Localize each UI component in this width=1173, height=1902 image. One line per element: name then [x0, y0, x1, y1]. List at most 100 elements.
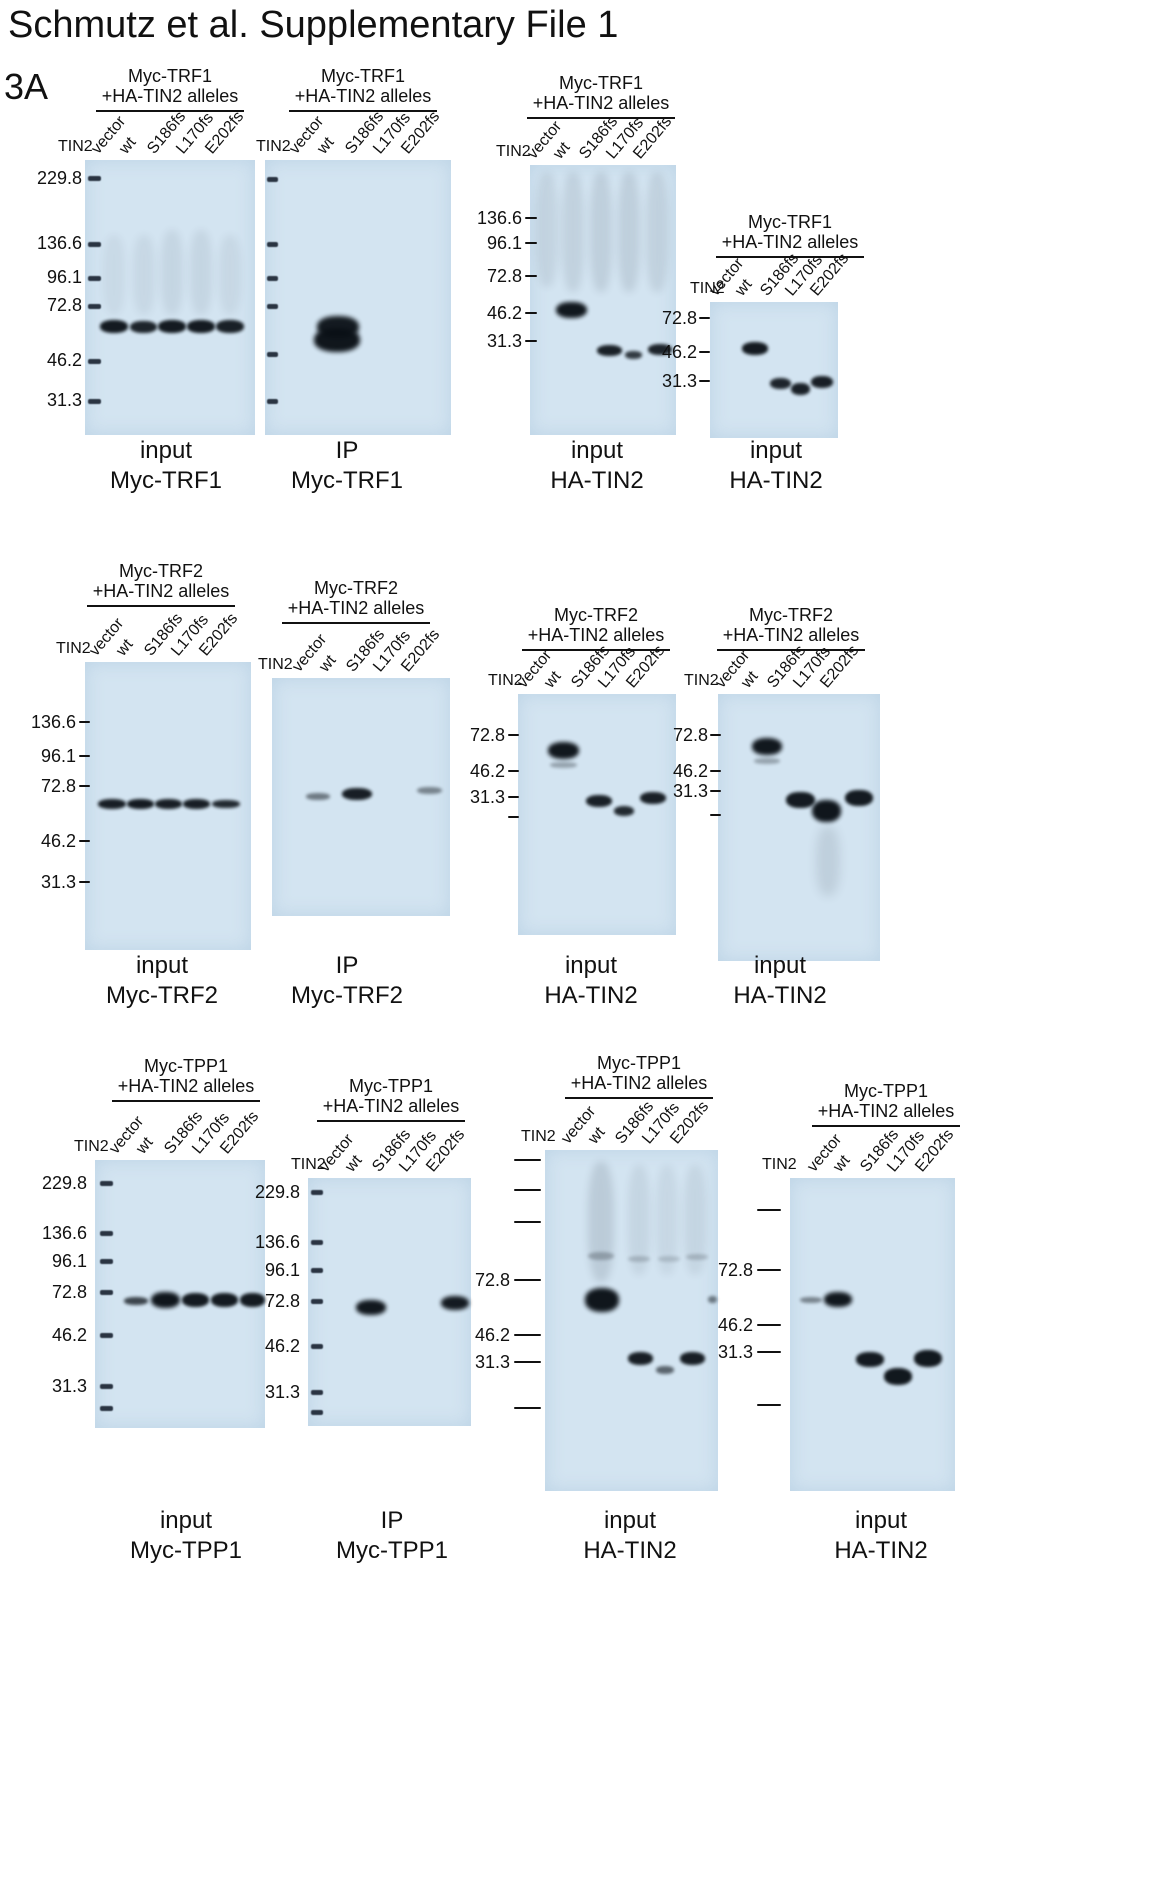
ladder-mark	[311, 1410, 323, 1415]
protein-band	[754, 758, 780, 764]
background-smear	[219, 235, 241, 315]
background-smear	[656, 1165, 678, 1275]
mw-marker-label: 72.8	[40, 776, 76, 796]
background-smear	[618, 172, 640, 292]
protein-band	[124, 1297, 148, 1305]
background-smear	[590, 172, 612, 292]
protein-band	[597, 345, 622, 356]
mw-marker-label: 96.1	[264, 1260, 300, 1280]
protein-band	[314, 328, 360, 352]
blot-header-tpp1-input-myc: Myc-TPP1 +HA-TIN2 alleles	[118, 1056, 255, 1096]
caption-line2: Myc-TRF2	[106, 982, 218, 1009]
blot-header-line2: +HA-TIN2 alleles	[722, 625, 860, 645]
caption-line2: HA-TIN2	[733, 982, 827, 1009]
protein-band	[791, 383, 810, 395]
blot-header-line1: Myc-TPP1	[143, 1056, 229, 1076]
mw-marker-label: 229.8	[254, 1182, 300, 1202]
blot-header-line2: +HA-TIN2 alleles	[294, 86, 432, 106]
caption-line1: IP	[335, 437, 359, 464]
background-smear	[816, 826, 840, 896]
mw-marker-label: 72.8	[672, 725, 708, 745]
mw-marker-tick	[79, 839, 90, 843]
blot-header-trf2-input-ha-2: Myc-TRF2 +HA-TIN2 alleles	[723, 605, 860, 645]
mw-marker-label: 72.8	[717, 1260, 753, 1280]
mw-marker-tick	[79, 784, 90, 788]
blot-header-line1: Myc-TRF2	[313, 578, 398, 598]
ladder-mark	[311, 1344, 323, 1349]
caption-line1: input	[753, 952, 807, 979]
protein-band	[127, 799, 154, 809]
protein-band	[306, 793, 330, 800]
mw-marker-label: 46.2	[264, 1336, 300, 1356]
blot-header-line2: +HA-TIN2 alleles	[287, 598, 425, 618]
background-smear	[103, 235, 125, 315]
blot-caption-trf1-input-ha: input HA-TIN2	[550, 436, 643, 496]
background-smear	[646, 172, 668, 292]
mw-marker-label: 72.8	[46, 295, 82, 315]
mw-marker-tick	[525, 339, 537, 343]
mw-marker-tick	[79, 720, 90, 724]
blot-header-trf2-input-ha: Myc-TRF2 +HA-TIN2 alleles	[528, 605, 665, 645]
caption-line2: HA-TIN2	[550, 467, 644, 494]
blot-header-tpp1-input-ha: Myc-TPP1 +HA-TIN2 alleles	[571, 1053, 708, 1093]
mw-marker-tick	[710, 789, 721, 793]
mw-marker-label: 72.8	[486, 266, 522, 286]
blot-membrane-trf2-input-ha-2	[718, 694, 880, 961]
blot-header-line2: +HA-TIN2 alleles	[117, 1076, 255, 1096]
blot-header-line1: Myc-TRF1	[558, 73, 643, 93]
protein-band	[914, 1350, 942, 1367]
ladder-mark	[88, 242, 101, 247]
caption-line2: HA-TIN2	[834, 1537, 928, 1564]
protein-band	[342, 788, 372, 800]
protein-band	[640, 792, 666, 804]
mw-marker-tick	[514, 1333, 541, 1337]
mw-marker-label: 136.6	[476, 208, 522, 228]
protein-band	[130, 321, 157, 333]
caption-line1: input	[570, 437, 624, 464]
mw-marker-label: 31.3	[717, 1342, 753, 1362]
mw-marker-label: 229.8	[36, 168, 82, 188]
header-underline	[87, 605, 235, 607]
tin2-row-label: TIN2	[74, 1138, 109, 1155]
protein-band	[625, 351, 642, 359]
background-smear	[133, 235, 155, 315]
header-underline	[716, 256, 864, 258]
ladder-mark	[88, 304, 101, 309]
mw-marker-label: 31.3	[46, 390, 82, 410]
blot-header-trf2-ip-myc: Myc-TRF2 +HA-TIN2 alleles	[288, 578, 425, 618]
ladder-mark	[267, 399, 278, 404]
mw-marker-tick	[699, 379, 710, 383]
header-underline	[812, 1125, 960, 1127]
ladder-mark	[88, 276, 101, 281]
ladder-mark	[88, 176, 101, 181]
mw-marker-label: 46.2	[46, 350, 82, 370]
protein-band	[786, 792, 815, 808]
mw-marker-label: 31.3	[486, 331, 522, 351]
protein-band	[628, 1352, 653, 1365]
mw-marker-label: 72.8	[264, 1291, 300, 1311]
mw-marker-tick	[525, 274, 537, 278]
tin2-row-label: TIN2	[256, 138, 291, 155]
header-underline	[282, 622, 430, 624]
caption-line1: input	[564, 952, 618, 979]
blot-header-line1: Myc-TPP1	[596, 1053, 682, 1073]
ladder-mark	[267, 352, 278, 357]
mw-marker-tick	[514, 1360, 541, 1364]
blot-caption-trf1-ip-myc: IP Myc-TRF1	[291, 436, 403, 496]
mw-marker-tick	[514, 1278, 541, 1282]
mw-marker-tick	[525, 311, 537, 315]
blot-header-line2: +HA-TIN2 alleles	[322, 1096, 460, 1116]
ladder-mark	[267, 177, 278, 182]
blot-caption-tpp1-ip-myc: IP Myc-TPP1	[336, 1506, 448, 1566]
ladder-mark	[100, 1406, 113, 1411]
protein-band	[742, 342, 768, 355]
tin2-row-label: TIN2	[56, 640, 91, 657]
ladder-mark	[100, 1259, 113, 1264]
header-underline	[112, 1100, 260, 1102]
mw-marker-label: 96.1	[40, 746, 76, 766]
protein-band	[656, 1366, 674, 1374]
protein-band	[550, 762, 577, 768]
blot-caption-trf1-input-ha-2: input HA-TIN2	[729, 436, 822, 496]
caption-line1: input	[603, 1507, 657, 1534]
blot-header-trf1-input-ha-2: Myc-TRF1 +HA-TIN2 alleles	[722, 212, 859, 252]
